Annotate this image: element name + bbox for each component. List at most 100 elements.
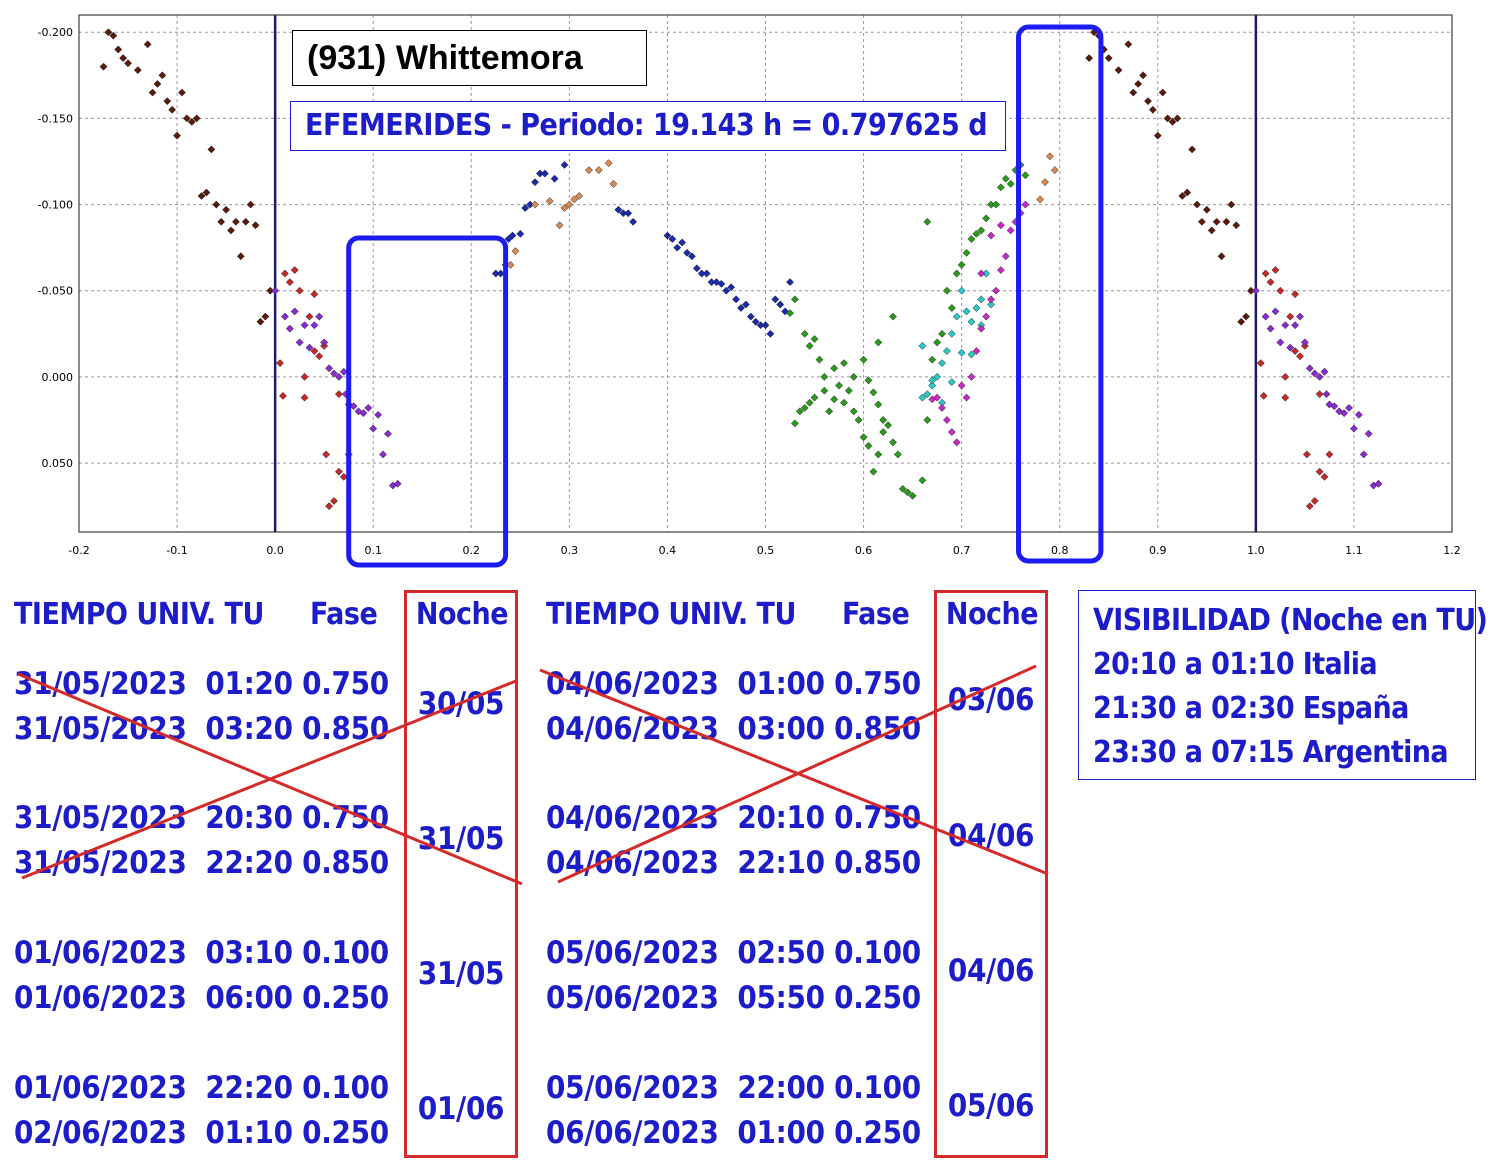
data-point bbox=[339, 367, 348, 376]
data-point bbox=[668, 235, 677, 243]
data-point bbox=[295, 338, 304, 347]
data-point bbox=[315, 352, 324, 361]
data-point bbox=[996, 266, 1005, 275]
data-point bbox=[330, 369, 338, 378]
data-point bbox=[957, 348, 966, 357]
data-point bbox=[1296, 352, 1304, 361]
header-time: TIEMPO UNIV. TU bbox=[546, 597, 796, 632]
data-point bbox=[938, 403, 946, 412]
data-point bbox=[1006, 179, 1015, 188]
data-point bbox=[99, 62, 108, 71]
data-point bbox=[1222, 217, 1231, 226]
highlight-window bbox=[1016, 24, 1104, 564]
data-point bbox=[1144, 97, 1152, 106]
data-point bbox=[339, 472, 348, 481]
chart-subtitle: EFEMERIDES - Periodo: 19.143 h = 0.79762… bbox=[290, 101, 1006, 151]
data-point bbox=[325, 364, 334, 373]
data-point bbox=[1261, 312, 1270, 321]
table-row: 05/06/2023 02:50 0.100 bbox=[546, 935, 921, 971]
data-point bbox=[1259, 391, 1268, 400]
data-point bbox=[702, 269, 711, 278]
data-point bbox=[280, 269, 289, 278]
cross-line bbox=[539, 668, 1049, 876]
data-point bbox=[285, 324, 294, 333]
data-point bbox=[987, 300, 996, 309]
data-point bbox=[1286, 343, 1295, 352]
data-point bbox=[383, 429, 392, 438]
x-tick-label: -0.1 bbox=[166, 544, 187, 557]
data-point bbox=[717, 279, 726, 288]
table-row: 05/06/2023 05:50 0.250 bbox=[546, 980, 921, 1016]
data-point bbox=[859, 433, 868, 442]
data-point bbox=[947, 304, 956, 312]
data-point bbox=[996, 183, 1005, 192]
data-point bbox=[364, 403, 373, 412]
data-point bbox=[1305, 502, 1314, 511]
data-point bbox=[982, 312, 991, 321]
data-point bbox=[933, 393, 942, 402]
data-point bbox=[1036, 195, 1045, 204]
data-point bbox=[168, 105, 177, 114]
table-row: 02/06/2023 01:10 0.250 bbox=[14, 1115, 389, 1151]
lightcurve-chart: -0.2 -0.1 0.0 0.1 0.2 0.3 0.4 0.5 0.6 0.7 0.8 0.9 1.… bbox=[38, 14, 1461, 568]
data-point bbox=[280, 312, 289, 321]
data-point bbox=[1345, 403, 1353, 412]
data-point bbox=[1315, 467, 1324, 476]
data-point bbox=[962, 307, 971, 316]
data-point bbox=[565, 200, 574, 209]
data-point bbox=[712, 278, 721, 287]
table-row: 04/06/2023 03:00 0.850 bbox=[546, 711, 921, 747]
data-point bbox=[972, 304, 981, 312]
data-point bbox=[790, 295, 799, 304]
data-point bbox=[874, 338, 883, 347]
data-point bbox=[300, 393, 309, 402]
table-row: 31/05/2023 01:20 0.750 bbox=[14, 666, 389, 702]
data-point bbox=[854, 416, 863, 424]
data-point bbox=[379, 450, 387, 459]
data-point bbox=[1202, 205, 1211, 214]
data-point bbox=[133, 66, 142, 75]
data-point bbox=[143, 40, 152, 49]
data-point bbox=[884, 421, 893, 430]
data-point bbox=[334, 372, 343, 381]
data-point bbox=[158, 71, 167, 80]
data-point bbox=[359, 409, 368, 418]
data-point bbox=[1256, 359, 1265, 368]
visibility-title: VISIBILIDAD (Noche en TU) bbox=[1093, 603, 1488, 638]
data-point bbox=[1197, 217, 1206, 226]
table-row: 31/05/2023 03:20 0.850 bbox=[14, 711, 389, 747]
data-point bbox=[570, 195, 579, 204]
data-point bbox=[977, 269, 986, 278]
data-point bbox=[790, 419, 799, 428]
data-point bbox=[776, 300, 785, 309]
data-point bbox=[1129, 88, 1138, 97]
data-point bbox=[1178, 191, 1187, 200]
header-night: Noche bbox=[945, 597, 1039, 632]
data-point bbox=[173, 131, 182, 140]
data-point bbox=[751, 317, 760, 326]
data-point bbox=[178, 88, 186, 97]
data-point bbox=[786, 309, 794, 318]
visibility-argentina: 23:30 a 07:15 Argentina bbox=[1093, 735, 1449, 770]
chart-title: (931) Whittemora bbox=[292, 30, 647, 86]
y-tick-label: -0.150 bbox=[38, 112, 73, 125]
header-night: Noche bbox=[415, 597, 509, 632]
data-point bbox=[678, 238, 687, 247]
data-point bbox=[840, 359, 848, 368]
data-point bbox=[815, 355, 824, 364]
night-label: 04/06 bbox=[947, 818, 1035, 854]
data-point bbox=[859, 355, 868, 364]
data-point bbox=[947, 428, 956, 437]
data-point bbox=[898, 484, 907, 493]
data-point bbox=[800, 329, 809, 338]
data-point bbox=[746, 312, 755, 321]
data-point bbox=[241, 217, 250, 226]
data-point bbox=[692, 264, 701, 273]
data-point bbox=[114, 45, 123, 54]
table-row: 01/06/2023 22:20 0.100 bbox=[14, 1070, 389, 1106]
table-row: 04/06/2023 01:00 0.750 bbox=[546, 666, 921, 702]
data-point bbox=[947, 329, 956, 338]
data-point bbox=[1364, 429, 1373, 438]
data-point bbox=[207, 145, 216, 154]
data-point bbox=[967, 350, 976, 359]
